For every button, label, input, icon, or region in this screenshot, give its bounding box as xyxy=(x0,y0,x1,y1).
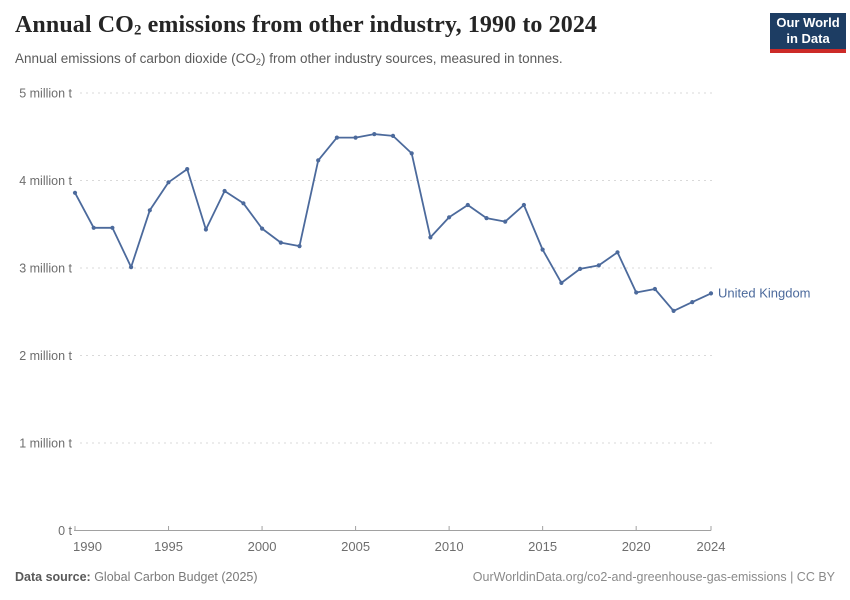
y-tick-label: 1 million t xyxy=(19,437,72,451)
data-point xyxy=(465,202,470,208)
data-point xyxy=(185,167,190,172)
x-tick-label: 2020 xyxy=(622,539,651,554)
owid-logo-line1: Our World xyxy=(776,14,840,30)
data-point xyxy=(222,188,227,194)
series-label-united-kingdom[interactable]: United Kingdom xyxy=(718,285,811,300)
data-source: Data source: Global Carbon Budget (2025) xyxy=(15,570,258,584)
data-point xyxy=(110,225,115,230)
data-point xyxy=(409,151,414,156)
owid-logo-line2: in Data xyxy=(786,31,830,46)
x-tick-label: 1995 xyxy=(154,539,183,554)
data-point xyxy=(447,215,452,220)
data-source-value: Global Carbon Budget (2025) xyxy=(90,570,258,584)
data-point xyxy=(278,240,283,245)
data-point xyxy=(708,291,714,296)
data-point xyxy=(596,263,601,268)
x-tick-label: 2000 xyxy=(248,539,277,554)
data-point xyxy=(390,133,396,138)
x-tick-label: 2015 xyxy=(528,539,557,554)
data-point xyxy=(578,266,583,271)
x-tick-label: 1990 xyxy=(73,539,102,554)
owid-logo[interactable]: Our World in Data xyxy=(770,13,846,53)
emissions-line xyxy=(74,133,712,312)
data-point xyxy=(503,219,508,224)
data-point xyxy=(484,216,489,221)
data-point xyxy=(615,250,620,255)
data-point xyxy=(297,244,302,249)
x-tick-label: 2024 xyxy=(697,539,726,554)
data-source-label: Data source: xyxy=(15,570,91,584)
x-tick-label: 2010 xyxy=(435,539,464,554)
y-tick-label: 3 million t xyxy=(19,262,72,276)
y-tick-label: 4 million t xyxy=(19,174,72,188)
footer-citation-link[interactable]: OurWorldinData.org/co2-and-greenhouse-ga… xyxy=(472,570,835,584)
data-point xyxy=(203,227,208,232)
data-point xyxy=(671,308,676,313)
data-point xyxy=(241,201,246,206)
data-point xyxy=(428,235,433,240)
data-point xyxy=(91,225,96,230)
data-point xyxy=(72,190,78,195)
chart-subtitle: Annual emissions of carbon dioxide (CO2)… xyxy=(15,51,563,67)
data-point xyxy=(521,202,527,208)
data-point xyxy=(147,208,152,213)
data-point xyxy=(260,226,265,231)
page-title: Annual CO2 emissions from other industry… xyxy=(15,12,598,39)
data-point xyxy=(166,180,171,185)
data-point xyxy=(353,135,358,140)
y-tick-label: 0 t xyxy=(58,524,72,538)
data-point xyxy=(316,158,321,163)
y-tick-label: 5 million t xyxy=(19,87,72,101)
data-point xyxy=(634,290,639,295)
data-point xyxy=(652,286,658,292)
data-point xyxy=(690,300,695,305)
data-point xyxy=(372,132,377,137)
x-tick-label: 2005 xyxy=(341,539,370,554)
data-point xyxy=(129,265,134,270)
data-point xyxy=(334,135,339,140)
y-tick-label: 2 million t xyxy=(19,349,72,363)
data-point xyxy=(540,247,545,252)
data-point xyxy=(559,280,564,285)
